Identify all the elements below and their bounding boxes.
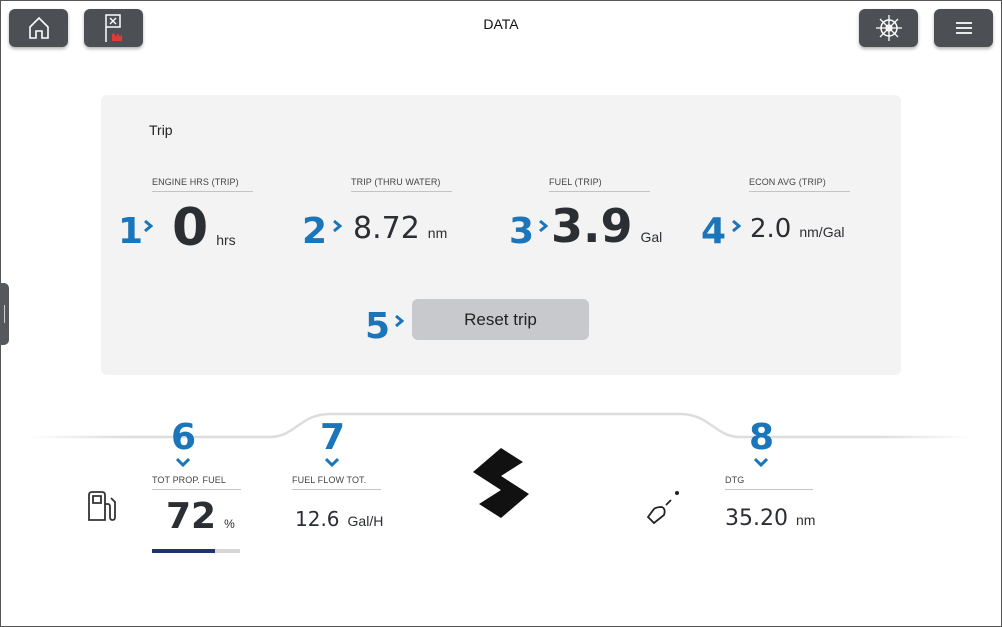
callout-8: 8: [749, 417, 775, 458]
callout-3: 3: [509, 211, 535, 252]
callout-arrow-icon: [176, 457, 190, 467]
callout-4: 4: [701, 211, 727, 252]
callout-5: 5: [365, 306, 391, 347]
trip-title: Trip: [149, 122, 173, 138]
callout-arrow-icon: [325, 457, 339, 467]
callout-7: 7: [320, 417, 346, 458]
trip-thru-water-value: 8.72 nm: [353, 211, 448, 246]
dashboard-divider: [30, 412, 975, 439]
home-icon: [28, 16, 49, 39]
callout-arrow-icon: [754, 457, 768, 467]
engine-hrs-label: ENGINE HRS (TRIP): [152, 177, 253, 192]
menu-button[interactable]: [934, 9, 993, 47]
fuel-flow-label: FUEL FLOW TOT.: [292, 475, 381, 490]
fuel-flow-value: 12.6 Gal/H: [295, 507, 384, 531]
home-button[interactable]: [9, 9, 68, 47]
suzuki-logo: [473, 448, 529, 518]
callout-2: 2: [302, 211, 328, 252]
tot-prop-fuel-label: TOT PROP. FUEL: [152, 475, 241, 490]
econ-avg-value: 2.0 nm/Gal: [750, 214, 845, 244]
callout-6: 6: [171, 417, 197, 458]
dtg-value: 35.20 nm: [725, 506, 816, 531]
fuel-level-bar: [152, 549, 240, 553]
waypoint-flag-icon: [104, 14, 122, 42]
trip-panel: Trip ENGINE HRS (TRIP) 0 hrs TRIP (THRU W…: [101, 95, 901, 375]
menu-icon: [955, 22, 972, 34]
helm-wheel-icon: [875, 15, 902, 41]
tot-prop-fuel-value: 72%: [166, 496, 235, 537]
econ-avg-label: ECON AVG (TRIP): [749, 177, 850, 192]
callout-arrow-icon: [539, 220, 548, 232]
fuel-level-fill: [152, 549, 216, 553]
dtg-label: DTG: [725, 475, 813, 490]
waypoint-flag-button[interactable]: [84, 9, 143, 47]
fuel-trip-value: 3.9 Gal: [551, 199, 663, 253]
callout-arrow-icon: [144, 220, 153, 232]
page-title: DATA: [483, 16, 519, 32]
side-drawer-handle[interactable]: [0, 283, 9, 345]
callout-arrow-icon: [732, 220, 741, 232]
callout-arrow-icon: [395, 315, 404, 327]
helm-button[interactable]: [859, 9, 918, 47]
boat-route-icon: [646, 491, 679, 525]
reset-trip-button[interactable]: Reset trip: [412, 299, 589, 340]
callout-1: 1: [118, 211, 144, 252]
engine-hrs-value: 0 hrs: [172, 198, 236, 258]
fuel-trip-label: FUEL (TRIP): [549, 177, 650, 192]
trip-thru-water-label: TRIP (THRU WATER): [351, 177, 452, 192]
fuel-pump-icon: [88, 491, 116, 521]
callout-arrow-icon: [333, 220, 342, 232]
